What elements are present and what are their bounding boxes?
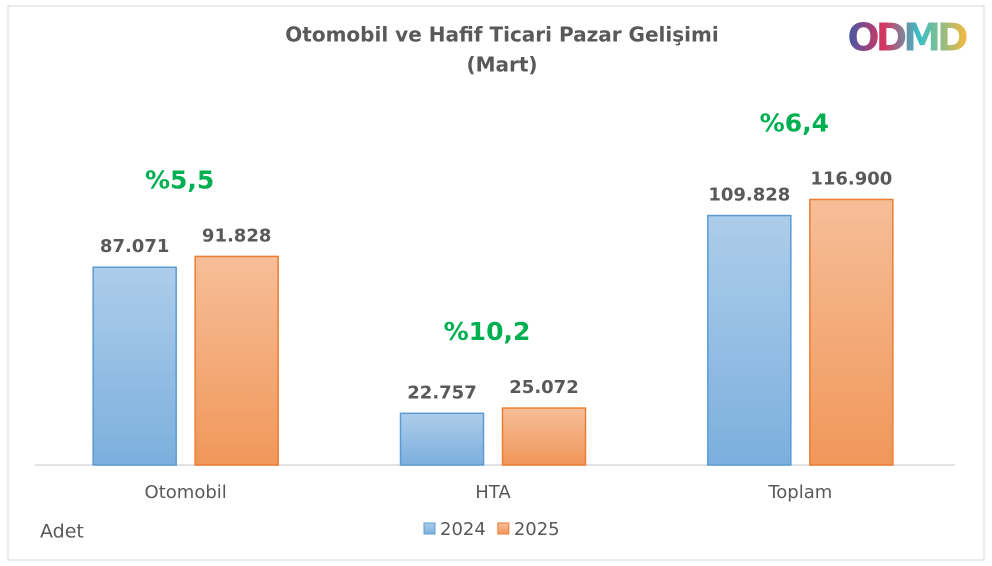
bar xyxy=(707,214,792,466)
annotation: %6,4 xyxy=(760,108,829,137)
x-tick-label: Otomobil xyxy=(145,482,227,503)
chart-title: Otomobil ve Hafif Ticari Pazar Gelişimi xyxy=(285,23,718,47)
bar xyxy=(399,412,485,466)
x-tick-label: HTA xyxy=(475,482,511,503)
value-label: 109.828 xyxy=(708,185,790,206)
annotation: %5,5 xyxy=(145,165,214,194)
bar xyxy=(501,407,587,466)
value-label: 91.828 xyxy=(202,225,271,246)
bar xyxy=(809,198,894,466)
value-label: 116.900 xyxy=(810,168,892,189)
legend-label: 2025 xyxy=(514,519,560,540)
legend-swatch xyxy=(423,522,436,535)
chart-subtitle: (Mart) xyxy=(466,53,537,77)
bar xyxy=(194,255,279,466)
legend-label: 2024 xyxy=(440,519,486,540)
y-axis-label: Adet xyxy=(40,521,84,543)
x-tick-label: Toplam xyxy=(767,482,832,503)
annotation: %10,2 xyxy=(444,317,531,346)
value-label: 25.072 xyxy=(509,377,578,398)
value-label: 87.071 xyxy=(100,236,169,257)
logo: ODMD xyxy=(847,16,967,60)
legend-swatch xyxy=(497,522,510,535)
bar xyxy=(92,266,177,466)
value-label: 22.757 xyxy=(407,382,476,403)
